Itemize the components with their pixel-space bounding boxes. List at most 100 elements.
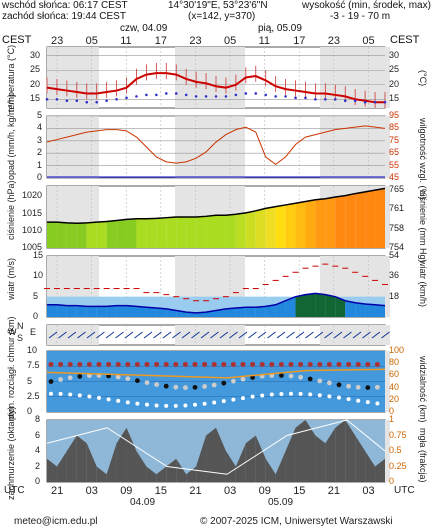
wind-area-segment (76, 305, 87, 317)
wind-direction-arrow (305, 331, 314, 339)
cloudbase-tick-left: 2.5 (27, 390, 40, 401)
grid-text: (x=142, y=370) (188, 11, 256, 22)
temp-tick-right: 30 (389, 49, 400, 60)
dewpoint-point (214, 95, 218, 98)
dewpoint-point (85, 100, 89, 104)
wind-direction-arrow (257, 331, 267, 339)
pressure-area-segment (235, 212, 246, 248)
visibility-point (337, 395, 341, 400)
cloudcover-area-segment (56, 451, 67, 482)
humidity-tick: 75 (389, 134, 400, 145)
wind-ylabel: wiatr (m/s) (6, 258, 16, 300)
cloudcover-area-segment (295, 420, 306, 482)
visibility-point (317, 393, 322, 398)
cloud-top-point (307, 361, 313, 368)
wind-area-segment (56, 304, 67, 317)
sunrise-text: wschód słońca: 06:17 CEST (2, 0, 128, 11)
visibility-point (375, 401, 380, 406)
wind-area-segment (126, 305, 137, 317)
cloudcover-area-segment (365, 451, 376, 482)
pressure-area-segment (206, 215, 216, 248)
humidity-line (46, 125, 386, 165)
dewpoint-point (95, 100, 99, 104)
wind-area-segment (325, 294, 336, 317)
wind-tick-right: 36 (389, 270, 400, 281)
cloud-top-point (278, 361, 284, 368)
cloud-top-point (259, 361, 265, 368)
cloudcover-area-segment (66, 435, 77, 482)
cloud-top-point (269, 361, 275, 368)
night-band (320, 325, 390, 345)
wind-direction-arrow (381, 331, 390, 339)
wind-direction-arrow (238, 331, 248, 339)
pressure-area-segment (96, 221, 107, 248)
cloud-base-point (115, 374, 121, 380)
dewpoint-point (373, 100, 377, 104)
cloudcover-area-segment (116, 427, 127, 482)
bottom-hour-label: 21 (51, 485, 64, 497)
bottom-hour-label: 21 (327, 485, 341, 497)
visibility-point (77, 393, 82, 398)
visibility-point (269, 392, 274, 397)
wind-direction-arrow (124, 331, 134, 339)
pressure-tick-right: 758 (389, 222, 405, 233)
dewpoint-point (324, 97, 327, 101)
compass-s: S (17, 333, 24, 343)
cloud-top-point (106, 361, 112, 368)
visibility-point (125, 400, 130, 405)
cloudcover-area-segment (216, 427, 226, 482)
bottom-hour-label: 15 (293, 485, 306, 497)
dewpoint-point (204, 95, 208, 98)
footer-day2: 05.09 (268, 497, 294, 508)
cloud-top-point (86, 361, 92, 368)
bottom-hour-label: 09 (120, 485, 133, 497)
pressure-area-segment (275, 204, 286, 248)
dewpoint-point (55, 97, 59, 101)
bottom-hour-label: 03 (362, 485, 375, 497)
dewpoint-point (164, 92, 168, 95)
elevation-values: -3 - 19 - 70 m (330, 11, 391, 22)
compass-w: W (8, 327, 17, 337)
bottom-hour-label: 03 (224, 485, 237, 497)
cloudcover-tick-left: 0 (35, 476, 41, 486)
cloud-base-point (221, 380, 227, 386)
cloudcover-area-segment (235, 443, 246, 482)
pressure-area-segment (186, 217, 197, 248)
wind-area-segment (375, 304, 385, 317)
cloud-base-point (375, 384, 380, 390)
cloud-top-point (192, 361, 198, 368)
dewpoint-point (174, 92, 178, 95)
wind-tick-left: 0 (33, 311, 39, 321)
visibility-point (68, 392, 73, 397)
cloud-top-point (355, 361, 361, 368)
wind-area-segment (255, 306, 266, 317)
cloud-base-point (298, 374, 303, 380)
wind-area-segment (136, 306, 147, 317)
visibility-point (135, 401, 140, 406)
wind-mean-line (47, 292, 386, 314)
visibility-ylabel: widzialność (km) (418, 356, 428, 423)
day1-label: czw, 04.09 (120, 23, 168, 34)
cloud-base-point (279, 373, 284, 378)
dewpoint-point (115, 97, 118, 101)
cloudcover-area-segment (355, 435, 366, 482)
wind-area-segment (166, 308, 177, 317)
humidity-tick: 95 (389, 110, 400, 120)
cloudcover-area-segment (96, 466, 107, 482)
pressure-area-segment (76, 222, 87, 248)
pressure-area-segment (66, 222, 77, 248)
cloud-base-point (48, 379, 54, 384)
wind-tick-right: 18 (389, 290, 400, 301)
cloud-base-point (307, 376, 313, 382)
cloud-base-point (163, 383, 169, 389)
wind-area-segment (285, 296, 296, 317)
cloud-top-point (173, 361, 179, 368)
pressure-area-segment (176, 217, 187, 248)
visibility-tick-right: 0 (389, 406, 395, 416)
top-hour-label: 05 (224, 35, 237, 47)
visibility-point (356, 398, 361, 403)
visibility-point (231, 397, 236, 402)
dewpoint-point (383, 100, 387, 104)
visibility-point (365, 400, 370, 405)
